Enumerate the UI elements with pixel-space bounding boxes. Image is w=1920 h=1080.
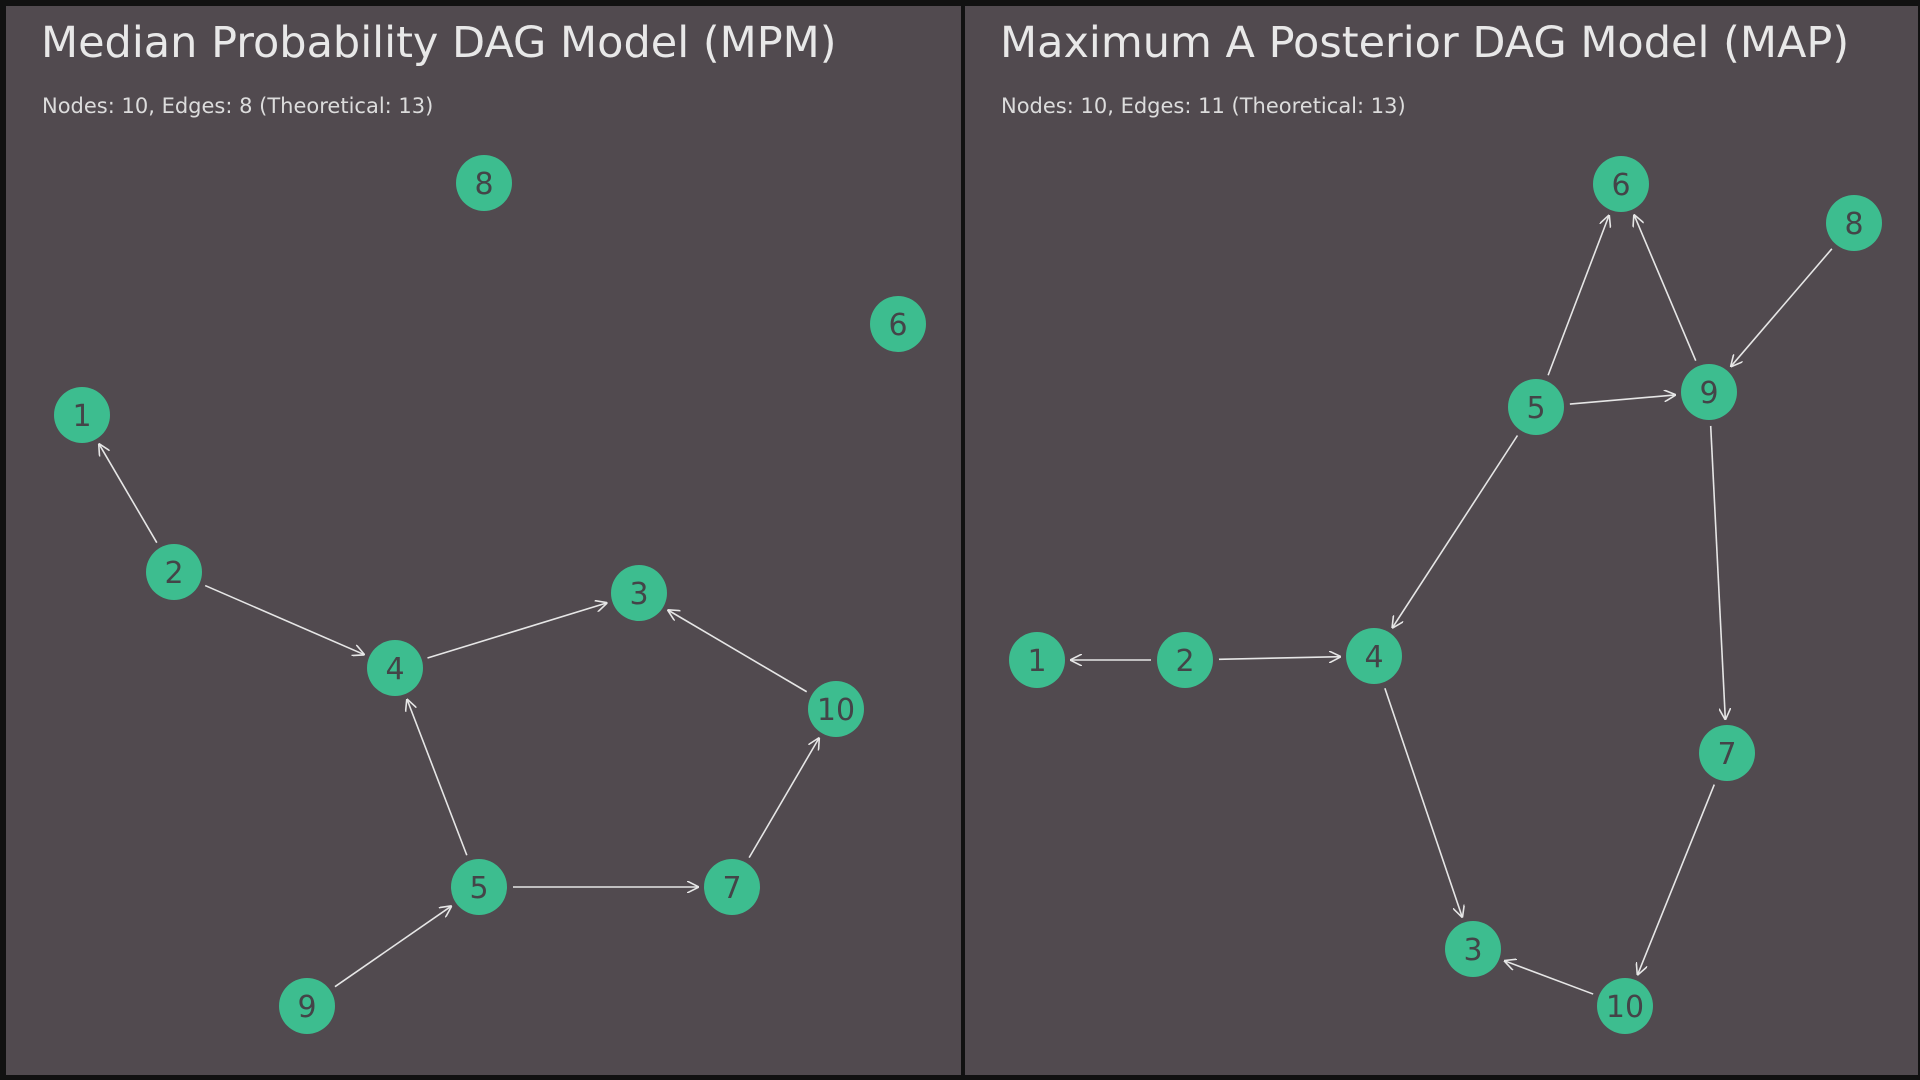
node-circle — [456, 155, 512, 211]
node-3: 3 — [611, 565, 667, 621]
node-8: 8 — [1826, 195, 1882, 251]
edge-10-to-3 — [668, 610, 808, 693]
node-circle — [451, 859, 507, 915]
node-3: 3 — [1445, 921, 1501, 977]
node-circle — [1346, 628, 1402, 684]
node-circle — [1593, 156, 1649, 212]
node-circle — [367, 640, 423, 696]
node-circle — [146, 544, 202, 600]
nodes: 1 2 3 4 5 6 7 8 9 10 — [54, 155, 926, 1034]
node-circle — [704, 859, 760, 915]
node-circle — [611, 565, 667, 621]
nodes: 1 2 3 4 5 6 7 8 9 10 — [1009, 156, 1882, 1034]
node-label: 2 — [1175, 644, 1194, 679]
node-circle — [1826, 195, 1882, 251]
edge-2-to-4 — [1218, 657, 1340, 660]
node-1: 1 — [1009, 632, 1065, 688]
node-2: 2 — [146, 544, 202, 600]
edge-7-to-10 — [1638, 784, 1716, 975]
node-label: 8 — [1844, 207, 1863, 242]
node-label: 6 — [1611, 168, 1630, 203]
node-7: 7 — [1699, 725, 1755, 781]
edge-5-to-4 — [1393, 435, 1519, 627]
edges — [1071, 215, 1833, 995]
node-label: 7 — [1717, 737, 1736, 772]
panel-map: Maximum A Posterior DAG Model (MAP) Node… — [965, 6, 1918, 1075]
node-6: 6 — [1593, 156, 1649, 212]
edge-9-to-6 — [1634, 215, 1697, 361]
panel-subtitle: Nodes: 10, Edges: 11 (Theoretical: 13) — [1001, 94, 1406, 118]
panel-subtitle: Nodes: 10, Edges: 8 (Theoretical: 13) — [42, 94, 434, 118]
node-circle — [808, 681, 864, 737]
node-7: 7 — [704, 859, 760, 915]
edges — [99, 444, 819, 988]
edge-7-to-10 — [748, 738, 819, 859]
panel-mpm: Median Probability DAG Model (MPM) Nodes… — [6, 6, 961, 1075]
node-label: 10 — [1606, 990, 1644, 1025]
node-9: 9 — [279, 978, 335, 1034]
node-label: 5 — [469, 871, 488, 906]
node-circle — [1157, 632, 1213, 688]
node-circle — [1699, 725, 1755, 781]
node-5: 5 — [451, 859, 507, 915]
node-5: 5 — [1508, 379, 1564, 435]
node-4: 4 — [367, 640, 423, 696]
node-circle — [1508, 379, 1564, 435]
node-circle — [1009, 632, 1065, 688]
node-10: 10 — [1597, 978, 1653, 1034]
node-circle — [279, 978, 335, 1034]
node-label: 9 — [1699, 376, 1718, 411]
node-circle — [54, 387, 110, 443]
node-circle — [870, 296, 926, 352]
edge-5-to-4 — [407, 700, 468, 856]
node-label: 4 — [385, 652, 404, 687]
panel-title: Median Probability DAG Model (MPM) — [41, 18, 837, 68]
node-label: 5 — [1526, 391, 1545, 426]
edge-9-to-5 — [334, 906, 451, 988]
node-label: 10 — [817, 693, 855, 728]
node-label: 8 — [474, 167, 493, 202]
node-label: 1 — [72, 399, 91, 434]
node-label: 7 — [722, 871, 741, 906]
edge-9-to-7 — [1709, 425, 1726, 719]
edge-5-to-6 — [1547, 216, 1609, 376]
node-circle — [1445, 921, 1501, 977]
node-6: 6 — [870, 296, 926, 352]
dag-graph-map: 1 2 3 4 5 6 7 8 9 10 — [1009, 156, 1882, 1034]
edge-4-to-3 — [1384, 687, 1462, 917]
dag-graph-mpm: 1 2 3 4 5 6 7 8 9 10 — [54, 155, 926, 1034]
node-1: 1 — [54, 387, 110, 443]
panel-title: Maximum A Posterior DAG Model (MAP) — [1000, 18, 1850, 68]
edge-2-to-4 — [204, 584, 364, 655]
edge-8-to-9 — [1731, 248, 1833, 366]
edge-2-to-1 — [99, 444, 158, 544]
edge-4-to-3 — [427, 603, 606, 659]
node-label: 3 — [1463, 933, 1482, 968]
node-10: 10 — [808, 681, 864, 737]
node-label: 1 — [1027, 644, 1046, 679]
node-9: 9 — [1681, 364, 1737, 420]
node-label: 4 — [1364, 640, 1383, 675]
node-2: 2 — [1157, 632, 1213, 688]
node-label: 3 — [629, 577, 648, 612]
node-circle — [1597, 978, 1653, 1034]
node-label: 9 — [297, 990, 316, 1025]
node-label: 2 — [164, 556, 183, 591]
node-8: 8 — [456, 155, 512, 211]
node-label: 6 — [888, 308, 907, 343]
edge-10-to-3 — [1505, 961, 1594, 995]
edge-5-to-9 — [1569, 395, 1675, 405]
node-4: 4 — [1346, 628, 1402, 684]
node-circle — [1681, 364, 1737, 420]
